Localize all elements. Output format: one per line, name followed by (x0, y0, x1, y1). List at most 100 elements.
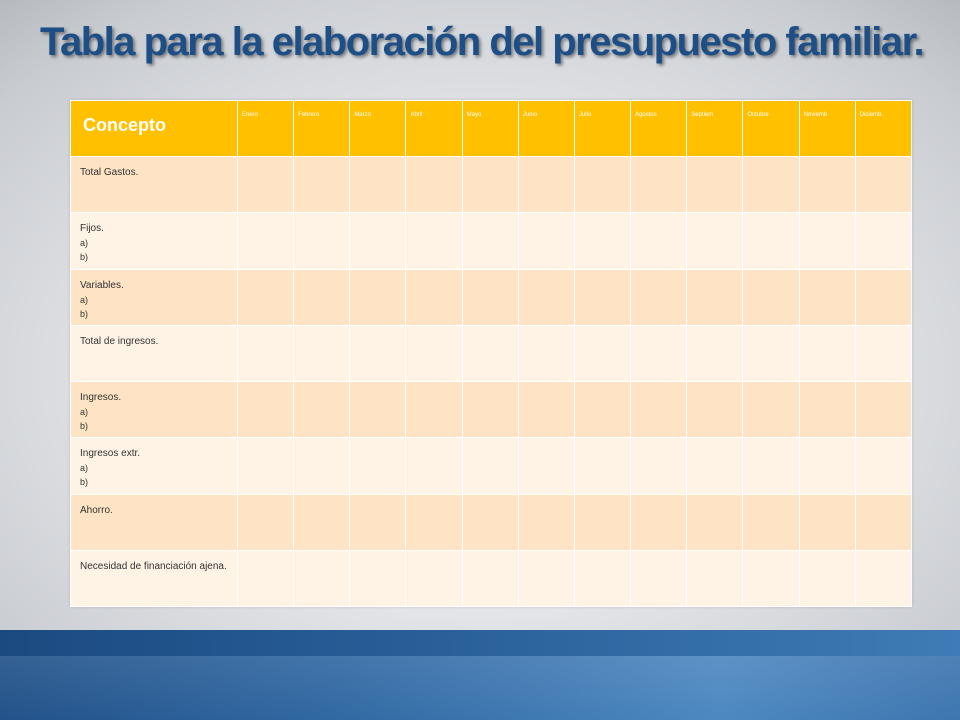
month-value-cell (349, 268, 407, 326)
month-value-cell (236, 493, 295, 551)
month-value-cell (854, 155, 913, 214)
month-value-cell (742, 324, 800, 383)
month-value-cell (686, 493, 744, 551)
month-value-cell (573, 380, 632, 439)
month-value-cell (630, 549, 688, 608)
month-value-cell (686, 212, 744, 270)
month-value-cell (686, 155, 744, 214)
month-value-cell (405, 493, 463, 551)
table-row: Ahorro. (70, 493, 913, 551)
month-value-cell (349, 324, 407, 383)
concept-cell: Ahorro. (70, 493, 238, 551)
month-value-cell (236, 212, 295, 270)
table-row: Fijos. a) b) (70, 212, 913, 270)
concept-label: Ahorro. (80, 504, 113, 516)
month-value-cell (630, 493, 688, 551)
concept-sub-item: a) (80, 463, 89, 474)
concept-cell: Ingresos. a) b) (70, 380, 238, 439)
month-value-cell (236, 155, 295, 214)
month-value-cell (573, 493, 632, 551)
month-value-cell (461, 493, 519, 551)
month-value-cell (517, 155, 575, 214)
concept-cell: Total de ingresos. (70, 324, 238, 383)
month-value-cell (293, 268, 351, 326)
concept-cell: Necesidad de financiación ajena. (70, 549, 238, 608)
month-value-cell (630, 437, 688, 495)
month-value-cell (630, 380, 688, 439)
month-header-noviemb: Noviemb (798, 100, 856, 157)
month-value-cell (517, 437, 575, 495)
month-value-cell (293, 212, 351, 270)
month-header-octubre: Octubre (742, 100, 800, 157)
month-value-cell (573, 155, 632, 214)
table-body: Total Gastos. Fijos. a) b) Variables. a) b) Tot… (70, 155, 913, 608)
month-header-diciemb: Diciemb. (854, 100, 913, 157)
month-value-cell (517, 268, 575, 326)
table-header-row: Concepto Enero Febrero Marzo Abril Mayo … (70, 100, 913, 157)
month-value-cell (236, 268, 295, 326)
month-value-cell (854, 268, 913, 326)
month-value-cell (236, 380, 295, 439)
month-value-cell (798, 268, 856, 326)
table-row: Necesidad de financiación ajena. (70, 549, 913, 608)
month-value-cell (293, 437, 351, 495)
concept-sub-item: a) (80, 238, 89, 249)
month-value-cell (742, 155, 800, 214)
month-value-cell (630, 155, 688, 214)
month-value-cell (293, 549, 351, 608)
month-value-cell (517, 324, 575, 383)
month-value-cell (293, 155, 351, 214)
month-value-cell (798, 324, 856, 383)
month-header-agostos: Agostos (630, 100, 688, 157)
month-header-mayo: Mayo (461, 100, 519, 157)
month-value-cell (798, 212, 856, 270)
month-value-cell (517, 549, 575, 608)
month-value-cell (630, 324, 688, 383)
concept-label: Necesidad de financiación ajena. (80, 560, 227, 572)
month-value-cell (742, 268, 800, 326)
table-row: Total de ingresos. (70, 324, 913, 383)
concept-sub-item: b) (80, 421, 89, 431)
concept-column-header: Concepto (70, 100, 238, 157)
month-value-cell (798, 155, 856, 214)
month-value-cell (854, 324, 913, 383)
month-value-cell (686, 549, 744, 608)
month-value-cell (461, 437, 519, 495)
month-value-cell (293, 493, 351, 551)
month-value-cell (461, 212, 519, 270)
concept-label: Fijos. (80, 223, 104, 235)
table-row: Variables. a) b) (70, 268, 913, 326)
month-value-cell (686, 380, 744, 439)
month-value-cell (461, 324, 519, 383)
month-value-cell (349, 549, 407, 608)
table-row: Ingresos extr. a) b) (70, 437, 913, 495)
concept-label: Variables. (80, 279, 124, 291)
month-value-cell (405, 268, 463, 326)
month-value-cell (854, 212, 913, 270)
month-value-cell (405, 549, 463, 608)
concept-cell: Total Gastos. (70, 155, 238, 214)
month-header-septiem: Septiem (686, 100, 744, 157)
month-value-cell (349, 380, 407, 439)
month-value-cell (686, 268, 744, 326)
month-value-cell (686, 324, 744, 383)
month-value-cell (854, 493, 913, 551)
month-value-cell (293, 380, 351, 439)
month-value-cell (798, 380, 856, 439)
month-header-junio: Junio (517, 100, 575, 157)
month-value-cell (798, 549, 856, 608)
concept-label: Total Gastos. (80, 167, 139, 178)
month-value-cell (742, 549, 800, 608)
month-value-cell (854, 437, 913, 495)
month-value-cell (236, 437, 295, 495)
month-value-cell (461, 380, 519, 439)
concept-cell: Fijos. a) b) (70, 212, 238, 270)
concept-sub-item: a) (80, 294, 89, 305)
month-value-cell (573, 549, 632, 608)
month-value-cell (405, 324, 463, 383)
concept-sub-item: a) (80, 407, 89, 417)
month-value-cell (742, 380, 800, 439)
month-header-julio: Julio (573, 100, 632, 157)
month-header-marzo: Marzo (349, 100, 407, 157)
month-header-enero: Enero (236, 100, 295, 157)
